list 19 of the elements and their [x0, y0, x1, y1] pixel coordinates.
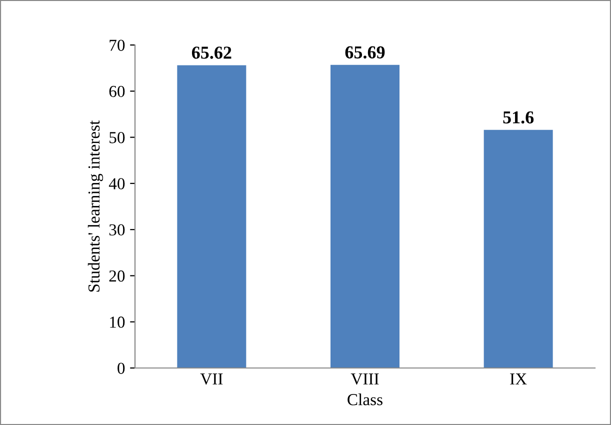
x-tick-label: VII	[200, 374, 223, 385]
data-label: 65.69	[345, 46, 385, 59]
y-axis-title: Students' learning interest	[88, 120, 104, 292]
y-tick-label: 50	[110, 132, 125, 144]
x-tick-label: IX	[510, 374, 527, 384]
y-tick-label: 0	[118, 362, 125, 374]
y-tick-label: 10	[110, 316, 125, 328]
x-axis-title: Class	[348, 394, 382, 406]
y-tick-label: 30	[109, 224, 125, 236]
y-tick-label: 60	[109, 86, 125, 98]
y-tick-label: 20	[109, 270, 125, 282]
bar	[177, 65, 246, 368]
y-tick-label: 70	[110, 40, 125, 51]
bar	[484, 130, 553, 368]
bar	[330, 64, 400, 368]
data-label: 65.62	[192, 46, 232, 59]
y-tick-label: 40	[108, 178, 125, 190]
x-tick-label: VIII	[350, 374, 379, 385]
data-label: 51.6	[503, 111, 534, 124]
